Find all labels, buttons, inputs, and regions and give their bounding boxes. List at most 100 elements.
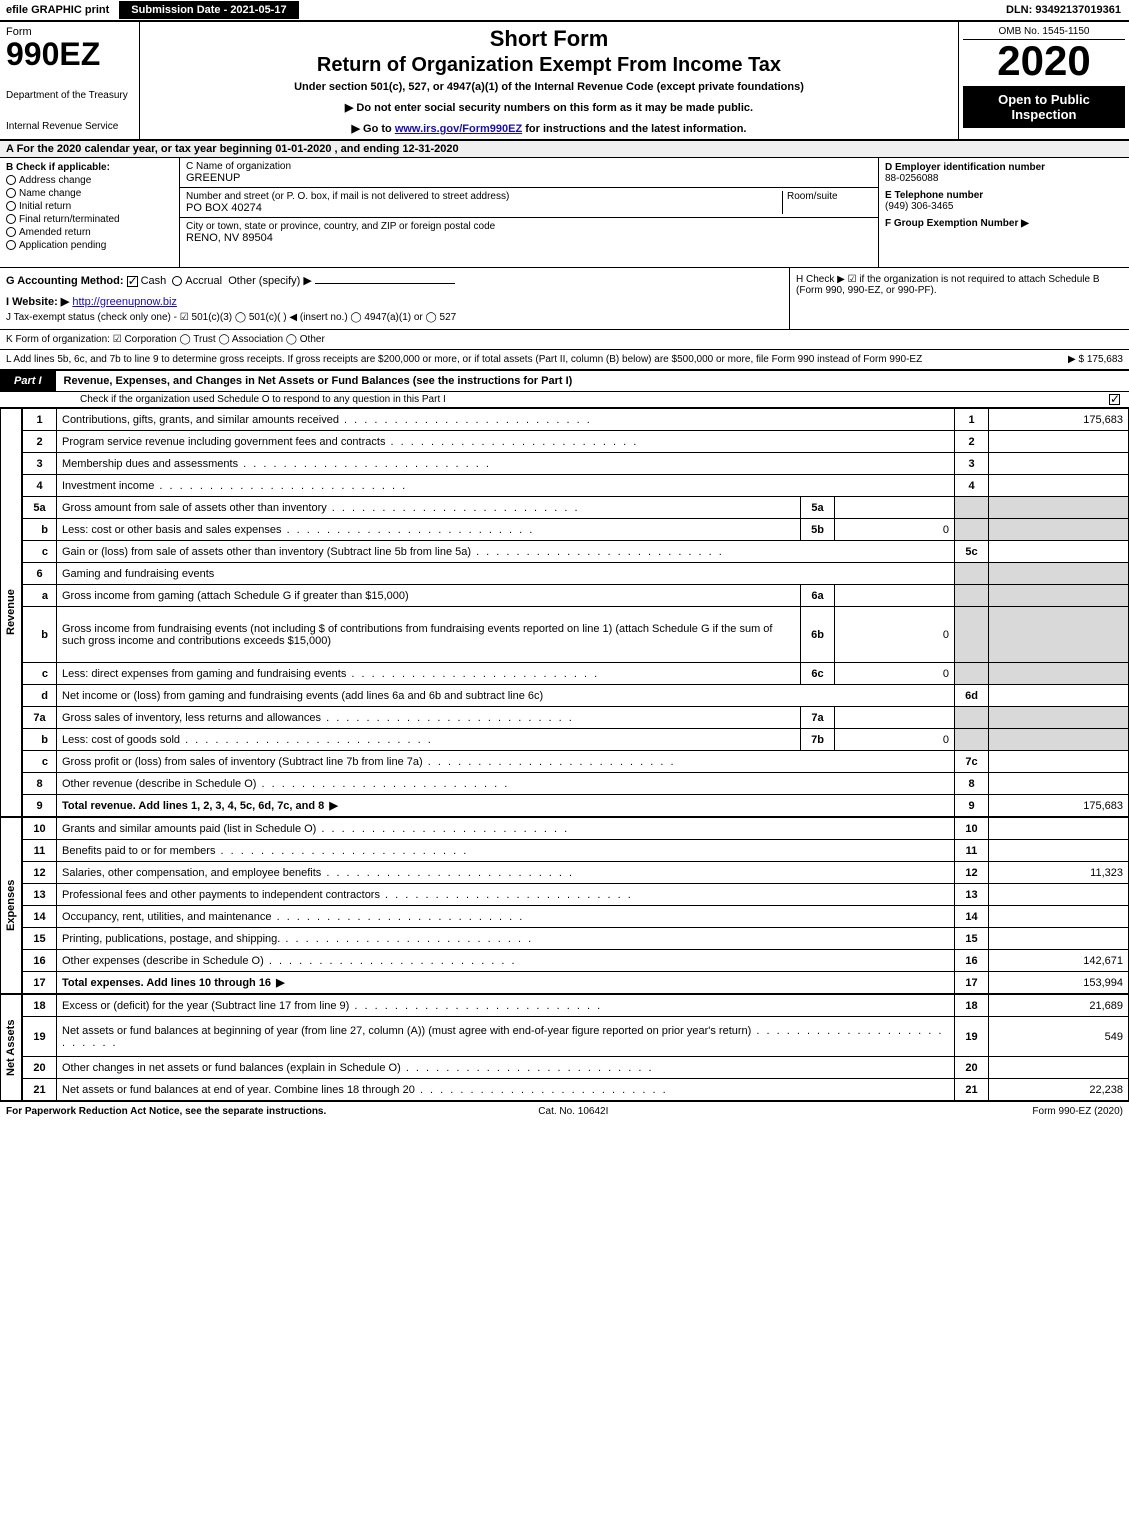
goto-pre: ▶ Go to [352, 123, 395, 135]
table-row: 16Other expenses (describe in Schedule O… [23, 950, 1129, 972]
header-mid: Short Form Return of Organization Exempt… [140, 22, 959, 139]
footer-catno: Cat. No. 10642I [538, 1106, 608, 1117]
expenses-section: Expenses 10Grants and similar amounts pa… [0, 817, 1129, 994]
form-number: 990EZ [6, 38, 133, 70]
table-row: 8Other revenue (describe in Schedule O)8 [23, 773, 1129, 795]
name-label: C Name of organization [186, 161, 291, 172]
total-revenue: 175,683 [989, 795, 1129, 817]
table-row: 3Membership dues and assessments3 [23, 453, 1129, 475]
total-expenses: 153,994 [989, 972, 1129, 994]
under-section: Under section 501(c), 527, or 4947(a)(1)… [148, 81, 950, 93]
line-1-value: 175,683 [989, 409, 1129, 431]
org-city: RENO, NV 89504 [186, 232, 273, 244]
chk-application-pending[interactable]: Application pending [6, 240, 173, 251]
room-label: Room/suite [787, 191, 838, 202]
submission-date: Submission Date - 2021-05-17 [119, 1, 298, 19]
chk-amended-return[interactable]: Amended return [6, 227, 173, 238]
table-row: 13Professional fees and other payments t… [23, 884, 1129, 906]
header-left: Form 990EZ Department of the Treasury In… [0, 22, 140, 139]
page-footer: For Paperwork Reduction Act Notice, see … [0, 1101, 1129, 1121]
table-row: aGross income from gaming (attach Schedu… [23, 585, 1129, 607]
tel-label: E Telephone number [885, 190, 983, 201]
part-i-title: Revenue, Expenses, and Changes in Net As… [56, 375, 573, 387]
line-l-text: L Add lines 5b, 6c, and 7b to line 9 to … [6, 354, 922, 365]
box-c: C Name of organization GREENUP Number an… [180, 158, 879, 267]
revenue-section: Revenue 1Contributions, gifts, grants, a… [0, 408, 1129, 817]
chk-initial-return[interactable]: Initial return [6, 201, 173, 212]
salaries-value: 11,323 [989, 862, 1129, 884]
goto-post: for instructions and the latest informat… [525, 123, 746, 135]
table-row: 4Investment income4 [23, 475, 1129, 497]
footer-formno: Form 990-EZ (2020) [1032, 1106, 1123, 1117]
box-b: B Check if applicable: Address change Na… [0, 158, 180, 267]
table-row: 6Gaming and fundraising events [23, 563, 1129, 585]
ending-balance: 22,238 [989, 1079, 1129, 1101]
table-row: 17Total expenses. Add lines 10 through 1… [23, 972, 1129, 994]
table-row: 11Benefits paid to or for members11 [23, 840, 1129, 862]
table-row: 18Excess or (deficit) for the year (Subt… [23, 995, 1129, 1017]
netassets-side-label: Net Assets [0, 994, 22, 1101]
chk-name-change[interactable]: Name change [6, 188, 173, 199]
dept-irs: Internal Revenue Service [6, 121, 133, 132]
website-label: I Website: ▶ [6, 296, 69, 308]
chk-final-return[interactable]: Final return/terminated [6, 214, 173, 225]
dln-label: DLN: 93492137019361 [1006, 4, 1129, 16]
table-row: bGross income from fundraising events (n… [23, 607, 1129, 663]
revenue-side-label: Revenue [0, 408, 22, 817]
line-k: K Form of organization: ☑ Corporation ◯ … [0, 330, 1129, 350]
part-i-sub: Check if the organization used Schedule … [0, 392, 1129, 408]
netassets-table: 18Excess or (deficit) for the year (Subt… [22, 994, 1129, 1101]
beginning-balance: 549 [989, 1017, 1129, 1057]
open-inspection: Open to Public Inspection [963, 86, 1125, 128]
irs-link[interactable]: www.irs.gov/Form990EZ [395, 123, 522, 135]
expenses-table: 10Grants and similar amounts paid (list … [22, 817, 1129, 994]
line-i: I Website: ▶ http://greenupnow.biz [6, 295, 783, 308]
box-def: D Employer identification number 88-0256… [879, 158, 1129, 267]
section-bcd: B Check if applicable: Address change Na… [0, 158, 1129, 268]
table-row: cGross profit or (loss) from sales of in… [23, 751, 1129, 773]
line-a: A For the 2020 calendar year, or tax yea… [0, 141, 1129, 158]
addr-label: Number and street (or P. O. box, if mail… [186, 191, 509, 202]
table-row: 7aGross sales of inventory, less returns… [23, 707, 1129, 729]
table-row: 21Net assets or fund balances at end of … [23, 1079, 1129, 1101]
header-right: OMB No. 1545-1150 2020 Open to Public In… [959, 22, 1129, 139]
line-g: G Accounting Method: Cash Accrual Other … [6, 274, 783, 287]
group-exemption-label: F Group Exemption Number ▶ [885, 218, 1029, 229]
row-gh: G Accounting Method: Cash Accrual Other … [0, 268, 1129, 330]
chk-cash[interactable] [127, 276, 138, 287]
city-label: City or town, state or province, country… [186, 221, 495, 232]
table-row: 20Other changes in net assets or fund ba… [23, 1057, 1129, 1079]
website-link[interactable]: http://greenupnow.biz [72, 296, 177, 308]
netassets-section: Net Assets 18Excess or (deficit) for the… [0, 994, 1129, 1101]
box-b-label: B Check if applicable: [6, 162, 173, 173]
ssn-warning: ▶ Do not enter social security numbers o… [148, 101, 950, 114]
schedule-o-check[interactable] [1109, 394, 1120, 405]
dept-treasury: Department of the Treasury [6, 90, 133, 101]
table-row: 10Grants and similar amounts paid (list … [23, 818, 1129, 840]
table-row: 14Occupancy, rent, utilities, and mainte… [23, 906, 1129, 928]
footer-left: For Paperwork Reduction Act Notice, see … [6, 1106, 326, 1117]
other-expenses-value: 142,671 [989, 950, 1129, 972]
revenue-table: 1Contributions, gifts, grants, and simil… [22, 408, 1129, 817]
tax-year: 2020 [963, 40, 1125, 82]
table-row: bLess: cost or other basis and sales exp… [23, 519, 1129, 541]
table-row: dNet income or (loss) from gaming and fu… [23, 685, 1129, 707]
chk-address-change[interactable]: Address change [6, 175, 173, 186]
table-row: bLess: cost of goods sold7b0 [23, 729, 1129, 751]
table-row: cGain or (loss) from sale of assets othe… [23, 541, 1129, 563]
other-specify: Other (specify) ▶ [228, 275, 312, 287]
table-row: 5aGross amount from sale of assets other… [23, 497, 1129, 519]
excess-value: 21,689 [989, 995, 1129, 1017]
table-row: 19Net assets or fund balances at beginni… [23, 1017, 1129, 1057]
table-row: 15Printing, publications, postage, and s… [23, 928, 1129, 950]
table-row: 9Total revenue. Add lines 1, 2, 3, 4, 5c… [23, 795, 1129, 817]
form-header: Form 990EZ Department of the Treasury In… [0, 22, 1129, 141]
chk-accrual[interactable] [172, 276, 182, 286]
line-l-amount: ▶ $ 175,683 [1068, 354, 1123, 365]
table-row: 2Program service revenue including gover… [23, 431, 1129, 453]
efile-label: efile GRAPHIC print [0, 4, 115, 16]
line-g-label: G Accounting Method: [6, 275, 124, 287]
ein-label: D Employer identification number [885, 162, 1045, 173]
tel-value: (949) 306-3465 [885, 201, 953, 212]
ein-value: 88-0256088 [885, 173, 938, 184]
